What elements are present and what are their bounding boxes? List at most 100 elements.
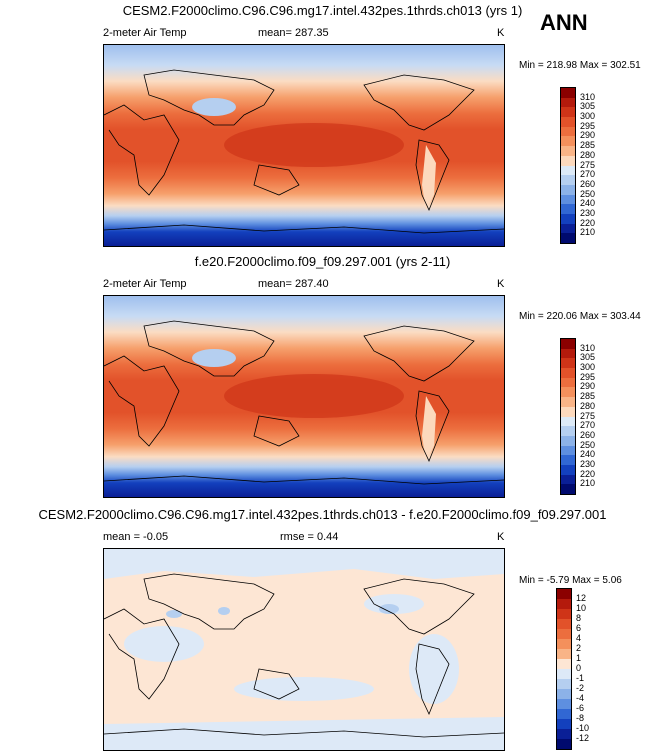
panel-3-colorbar-segment: [557, 609, 571, 619]
panel-3-colorbar-label: -12: [576, 733, 590, 743]
panel-1-colorbar-label: 210: [580, 227, 596, 238]
panel-3-rmse-label: rmse = 0.44: [280, 531, 339, 543]
panel-3-colorbar-label: 1: [576, 653, 582, 663]
panel-2-colorbar-label: 305: [580, 352, 596, 363]
panel-1-colorbar-label: 300: [580, 111, 596, 122]
panel-1-colorbar-segment: [561, 97, 575, 108]
panel-2-colorbar-label: 250: [580, 439, 596, 450]
panel-2-colorbar-label: 260: [580, 429, 596, 440]
panel-1-colorbar-segment: [561, 213, 575, 224]
panel-2-colorbar-label: 220: [580, 468, 596, 479]
panel-2-colorbar-label: 280: [580, 400, 596, 411]
panel-2-colorbar-segment: [561, 464, 575, 475]
panel-2-colorbar-segment: [561, 368, 575, 379]
panel-3-colorbar-segment: [557, 589, 571, 599]
panel-2-title: f.e20.F2000climo.f09_f09.297.001 (yrs 2-…: [194, 254, 451, 269]
panel-3-colorbar-segment: [557, 689, 571, 699]
panel-3-minmax: Min = -5.79 Max = 5.06: [519, 575, 622, 586]
panel-1-colorbar-segment: [561, 88, 575, 98]
panel-1-mean-label: mean= 287.35: [258, 27, 329, 39]
panel-1-colorbar-label: 260: [580, 178, 596, 189]
panel-1-colorbar-label: 285: [580, 140, 596, 151]
panel-2-colorbar: [560, 338, 576, 495]
panel-2-colorbar-segment: [561, 426, 575, 437]
panel-2-variable-label: 2-meter Air Temp: [103, 278, 187, 290]
panel-3-colorbar-label: 10: [576, 603, 587, 613]
panel-3-colorbar-segment: [557, 599, 571, 609]
panel-1-colorbar-segment: [561, 223, 575, 234]
panel-2-colorbar-label: 270: [580, 420, 596, 431]
panel-1-colorbar-label: 275: [580, 159, 596, 170]
panel-1-colorbar-label: 305: [580, 101, 596, 112]
panel-3-colorbar-segment: [557, 649, 571, 659]
panel-3-colorbar-segment: [557, 659, 571, 669]
panel-2-colorbar-segment: [561, 348, 575, 359]
panel-1-colorbar-segment: [561, 233, 575, 244]
panel-3-colorbar-label: 8: [576, 613, 582, 623]
panel-2-colorbar-segment: [561, 474, 575, 485]
panel-2-colorbar-label: 285: [580, 391, 596, 402]
panel-1-colorbar-label: 310: [580, 91, 596, 102]
panel-3-colorbar: [556, 588, 572, 750]
panel-2-warm-pool: [224, 374, 404, 418]
panel-3-coastlines: [104, 573, 504, 738]
panel-1-colorbar-segment: [561, 175, 575, 186]
panel-2-mean-label: mean= 287.40: [258, 278, 329, 290]
panel-1-colorbar-label: 250: [580, 188, 596, 199]
panel-2-colorbar-label: 290: [580, 381, 596, 392]
panel-1-coastlines: [104, 69, 504, 234]
panel-2-colorbar-label: 310: [580, 342, 596, 353]
panel-1-title: CESM2.F2000climo.C96.C96.mg17.intel.432p…: [122, 3, 523, 18]
panel-1-colorbar-label: 240: [580, 198, 596, 209]
panel-2-andes: [422, 396, 436, 461]
panel-2-minmax: Min = 220.06 Max = 303.44: [519, 311, 641, 322]
panel-2-colorbar-label: 240: [580, 449, 596, 460]
panel-1-tibet-cold: [192, 98, 236, 116]
panel-3-colorbar-segment: [557, 629, 571, 639]
panel-2-colorbar-label: 210: [580, 478, 596, 489]
panel-3-colorbar-label: -4: [576, 693, 585, 703]
panel-1-colorbar-segment: [561, 165, 575, 176]
panel-2-colorbar-segment: [561, 377, 575, 388]
panel-3-colorbar-segment: [557, 619, 571, 629]
panel-3-colorbar-segment: [557, 679, 571, 689]
panel-3-colorbar-label: 0: [576, 663, 582, 673]
panel-3-mean-label: mean = -0.05: [103, 531, 169, 543]
panel-1-colorbar-segment: [561, 107, 575, 118]
panel-2-colorbar-segment: [561, 339, 575, 349]
panel-2-colorbar-segment: [561, 387, 575, 398]
panel-2-colorbar-segment: [561, 416, 575, 427]
panel-1-minmax: Min = 218.98 Max = 302.51: [519, 60, 641, 71]
panel-3-title: CESM2.F2000climo.C96.C96.mg17.intel.432p…: [38, 507, 607, 522]
panel-3-colorbar-segment: [557, 709, 571, 719]
panel-2-coastlines: [104, 320, 504, 485]
panel-2-colorbar-label: 275: [580, 410, 596, 421]
panel-1-colorbar-label: 290: [580, 130, 596, 141]
panel-3-colorbar-label: -8: [576, 713, 585, 723]
panel-1-colorbar-segment: [561, 126, 575, 137]
panel-1-colorbar-segment: [561, 117, 575, 128]
panel-2-colorbar-segment: [561, 406, 575, 417]
panel-2-colorbar-segment: [561, 455, 575, 466]
panel-3-strong-negative: [166, 604, 399, 618]
panel-1-colorbar-segment: [561, 136, 575, 147]
panel-1-colorbar-label: 230: [580, 207, 596, 218]
panel-1-andes: [422, 145, 436, 210]
panel-3-colorbar-label: -6: [576, 703, 585, 713]
panel-2-units-label: K: [497, 278, 505, 290]
panel-1-colorbar: [560, 87, 576, 244]
panel-1-colorbar-segment: [561, 146, 575, 157]
panel-1-map: [103, 44, 505, 247]
panel-3-colorbar-segment: [557, 699, 571, 709]
panel-3-colorbar-label: 4: [576, 633, 582, 643]
panel-1-warm-pool: [224, 123, 404, 167]
panel-3-colorbar-label: -10: [576, 723, 590, 733]
panel-1-colorbar-segment: [561, 155, 575, 166]
panel-3-colorbar-label: 6: [576, 623, 582, 633]
panel-2-colorbar-segment: [561, 484, 575, 495]
panel-1-colorbar-segment: [561, 204, 575, 215]
panel-2-colorbar-label: 300: [580, 362, 596, 373]
panel-2-colorbar-segment: [561, 435, 575, 446]
panel-2-map: [103, 295, 505, 498]
panel-3-units-label: K: [497, 531, 505, 543]
